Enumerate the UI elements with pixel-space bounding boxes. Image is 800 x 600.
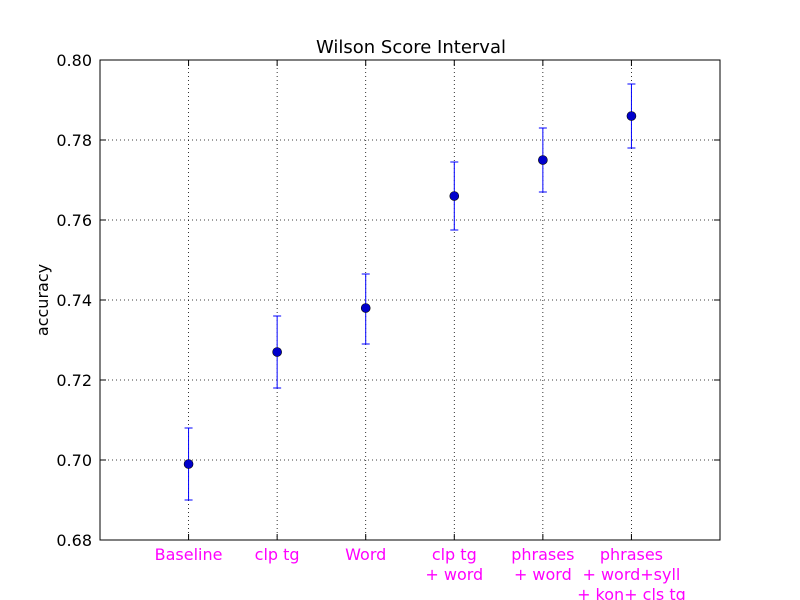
- x-category-label: + word: [425, 565, 483, 584]
- data-point: [183, 459, 194, 469]
- y-tick-label: 0.74: [56, 291, 92, 310]
- data-point: [449, 191, 460, 201]
- y-tick-label: 0.70: [56, 451, 92, 470]
- plot-frame: [99, 59, 721, 541]
- y-axis-ticks: 0.68 0.70 0.72 0.74 0.76 0.78 0.80: [56, 51, 720, 550]
- x-category-label: clp tg: [432, 545, 477, 564]
- y-tick-label: 0.80: [56, 51, 92, 70]
- y-tick-label: 0.76: [56, 211, 92, 230]
- y-tick-label: 0.72: [56, 371, 92, 390]
- data-point: [360, 303, 371, 313]
- x-category-label: clp tg: [255, 545, 300, 564]
- data-point: [626, 111, 637, 121]
- y-tick-label: 0.78: [56, 131, 92, 150]
- x-category-label: + word: [514, 565, 572, 584]
- chart-title: Wilson Score Interval: [316, 37, 506, 58]
- data-point: [538, 155, 548, 165]
- y-tick-label: 0.68: [56, 531, 92, 550]
- data-marks: [183, 83, 637, 501]
- grid-lines: [100, 60, 720, 540]
- y-axis-label: accuracy: [33, 264, 52, 336]
- data-point: [272, 347, 282, 357]
- x-category-label: + kon+ cls tg: [577, 585, 686, 600]
- x-category-label: phrases: [600, 545, 663, 564]
- x-category-label: Baseline: [155, 545, 223, 564]
- x-category-label: + word+syll: [582, 565, 680, 584]
- x-category-label: Word: [345, 545, 386, 564]
- x-category-label: phrases: [511, 545, 574, 564]
